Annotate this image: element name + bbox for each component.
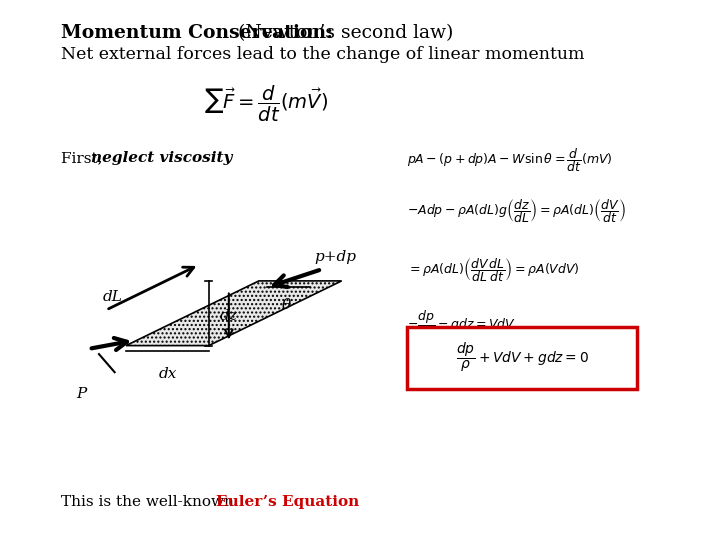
- Text: $\dfrac{dp}{\rho} + VdV + gdz = 0$: $\dfrac{dp}{\rho} + VdV + gdz = 0$: [456, 341, 588, 374]
- Polygon shape: [126, 281, 342, 346]
- Text: dx: dx: [158, 367, 176, 381]
- Text: This is the well-known: This is the well-known: [61, 495, 239, 509]
- Text: P: P: [76, 387, 86, 401]
- Text: dz: dz: [220, 309, 238, 323]
- Text: $= \rho A(dL)\left(\dfrac{dV}{dL}\dfrac{dL}{dt}\right) = \rho A(VdV)$: $= \rho A(dL)\left(\dfrac{dV}{dL}\dfrac{…: [407, 256, 580, 285]
- Bar: [407, 327, 637, 389]
- Text: dL: dL: [102, 290, 122, 304]
- Text: Euler’s Equation: Euler’s Equation: [216, 495, 359, 509]
- Text: neglect viscosity: neglect viscosity: [91, 151, 233, 165]
- Text: $pA-(p+dp)A - W\sin\theta = \dfrac{d}{dt}(mV)$: $pA-(p+dp)A - W\sin\theta = \dfrac{d}{dt…: [407, 146, 613, 174]
- Text: $-Adp - \rho A(dL)g\left(\dfrac{dz}{dL}\right) = \rho A(dL)\left(\dfrac{dV}{dt}\: $-Adp - \rho A(dL)g\left(\dfrac{dz}{dL}\…: [407, 197, 626, 225]
- Text: p+dp: p+dp: [315, 250, 356, 264]
- Text: $-\dfrac{dp}{\rho} - gdz = VdV$: $-\dfrac{dp}{\rho} - gdz = VdV$: [407, 308, 516, 339]
- Text: Momentum Conservation:: Momentum Conservation:: [61, 24, 333, 42]
- Text: θ: θ: [282, 298, 291, 312]
- Text: $\sum \vec{F} = \dfrac{d}{dt}(m\vec{V})$: $\sum \vec{F} = \dfrac{d}{dt}(m\vec{V})$: [204, 84, 328, 124]
- Text: (Newton’s second law): (Newton’s second law): [232, 24, 453, 42]
- Text: Net external forces lead to the change of linear momentum: Net external forces lead to the change o…: [61, 46, 585, 63]
- Text: First,: First,: [61, 151, 107, 165]
